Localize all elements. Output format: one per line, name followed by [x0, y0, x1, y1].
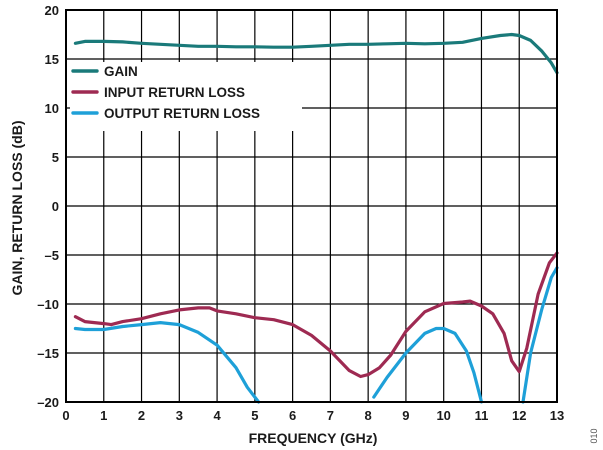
y-tick-label: –20 — [37, 395, 59, 410]
legend-label-gain: GAIN — [104, 64, 138, 79]
x-tick-label: 0 — [62, 408, 69, 423]
x-tick-label: 8 — [365, 408, 372, 423]
input-return-loss-line — [73, 251, 559, 379]
y-tick-label: –5 — [45, 248, 59, 263]
legend-label-input-return-loss: INPUT RETURN LOSS — [104, 85, 245, 100]
output-return-loss-line — [372, 326, 484, 404]
x-tick-label: 4 — [213, 408, 221, 423]
x-tick-label: 2 — [138, 408, 145, 423]
output-return-loss-line — [73, 321, 261, 404]
y-axis-title: GAIN, RETURN LOSS (dB) — [9, 121, 25, 296]
x-tick-label: 3 — [176, 408, 183, 423]
x-tick-label: 13 — [550, 408, 564, 423]
y-tick-label: 5 — [52, 150, 59, 165]
y-tick-label: 15 — [45, 52, 59, 67]
x-tick-label: 10 — [436, 408, 450, 423]
x-tick-label: 6 — [289, 408, 296, 423]
x-axis-title: FREQUENCY (GHz) — [249, 430, 378, 446]
x-tick-label: 7 — [327, 408, 334, 423]
y-tick-label: 0 — [52, 199, 59, 214]
y-tick-label: –15 — [37, 346, 59, 361]
y-tick-label: –10 — [37, 297, 59, 312]
y-tick-label: 10 — [45, 101, 59, 116]
x-tick-label: 11 — [475, 408, 489, 423]
x-tick-label: 12 — [512, 408, 526, 423]
x-tick-label: 1 — [100, 408, 107, 423]
x-tick-label: 9 — [402, 408, 409, 423]
plot-frame — [65, 9, 558, 403]
y-tick-label: 20 — [45, 3, 59, 18]
legend-label-output-return-loss: OUTPUT RETURN LOSS — [104, 106, 260, 121]
legend-background — [70, 62, 302, 131]
legend: GAIN INPUT RETURN LOSS OUTPUT RETURN LOSS — [70, 62, 302, 131]
output-return-loss-line — [521, 266, 559, 404]
x-tick-labels: 0 1 2 3 4 5 6 7 8 9 10 11 12 13 — [62, 408, 564, 423]
gain-line — [73, 32, 559, 75]
y-tick-labels: 20 15 10 5 0 –5 –10 –15 –20 — [37, 3, 59, 410]
x-tick-label: 5 — [251, 408, 258, 423]
figure-id: 010 — [589, 428, 599, 443]
series-layer — [73, 32, 559, 404]
